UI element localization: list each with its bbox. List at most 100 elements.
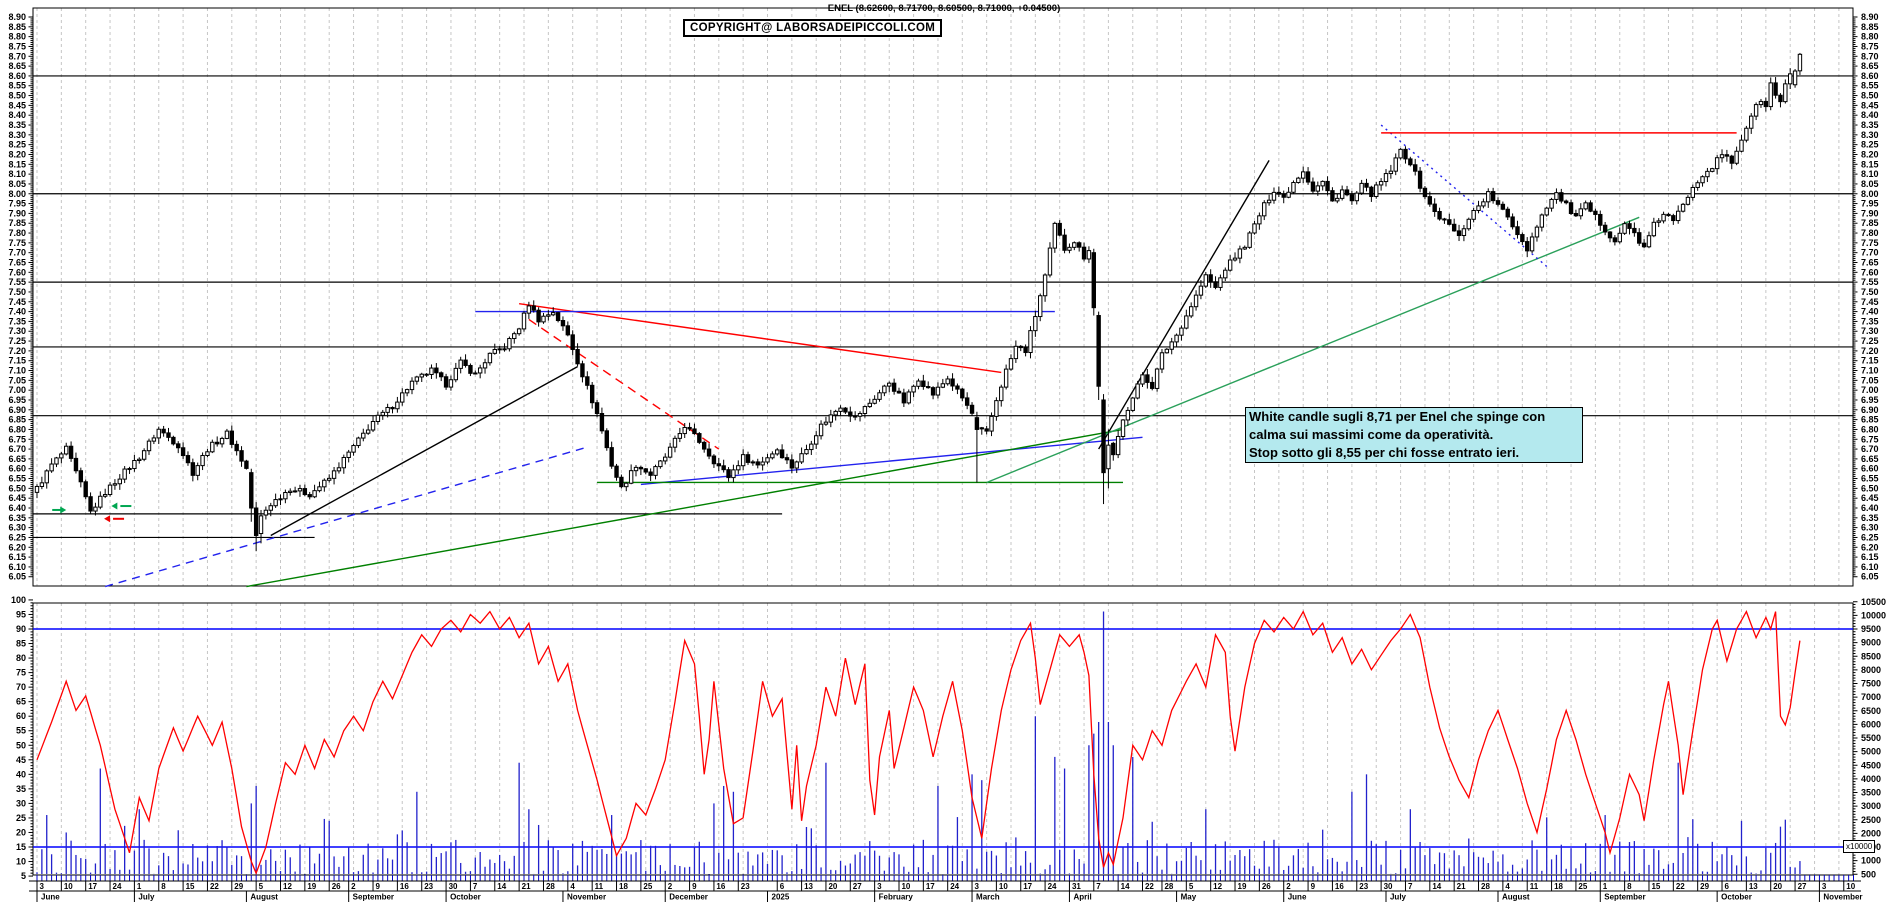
svg-text:7.70: 7.70 — [1861, 248, 1879, 258]
svg-text:8.85: 8.85 — [1861, 22, 1879, 32]
svg-text:28: 28 — [546, 882, 555, 891]
svg-text:6.70: 6.70 — [1861, 444, 1879, 454]
annotation-line-2: calma sui massimi come da operatività. — [1249, 427, 1494, 442]
svg-text:8.90: 8.90 — [1861, 12, 1879, 22]
svg-text:8: 8 — [1627, 882, 1632, 891]
svg-text:8.20: 8.20 — [8, 149, 26, 159]
svg-text:8.75: 8.75 — [1861, 41, 1879, 51]
svg-text:6.90: 6.90 — [8, 405, 26, 415]
svg-text:2: 2 — [668, 882, 673, 891]
svg-text:10: 10 — [1846, 882, 1855, 891]
svg-text:8.70: 8.70 — [1861, 51, 1879, 61]
svg-text:7.05: 7.05 — [8, 375, 26, 385]
svg-text:26: 26 — [332, 882, 341, 891]
svg-text:24: 24 — [950, 882, 959, 891]
svg-text:8.60: 8.60 — [8, 71, 26, 81]
svg-text:9: 9 — [1311, 882, 1316, 891]
svg-text:15: 15 — [16, 842, 26, 852]
trendline-blue-dotted-descending — [1380, 124, 1548, 267]
svg-text:60: 60 — [16, 711, 26, 721]
svg-text:June: June — [1288, 893, 1307, 902]
svg-text:7.65: 7.65 — [8, 258, 26, 268]
svg-text:August: August — [1502, 893, 1530, 902]
svg-text:8.90: 8.90 — [8, 12, 26, 22]
svg-text:30: 30 — [449, 882, 458, 891]
oscillator-line — [36, 610, 1801, 875]
svg-text:9: 9 — [692, 882, 697, 891]
svg-text:6.05: 6.05 — [1861, 572, 1879, 582]
svg-text:6500: 6500 — [1861, 706, 1881, 716]
trendline-blue-dashed-rising — [104, 446, 588, 588]
svg-text:3: 3 — [975, 882, 980, 891]
svg-text:6.40: 6.40 — [1861, 503, 1879, 513]
svg-text:90: 90 — [16, 624, 26, 634]
svg-text:7.35: 7.35 — [1861, 316, 1879, 326]
svg-text:6.70: 6.70 — [8, 444, 26, 454]
svg-text:7.45: 7.45 — [1861, 297, 1879, 307]
svg-text:7.00: 7.00 — [1861, 385, 1879, 395]
svg-text:4: 4 — [1505, 882, 1510, 891]
svg-text:7.40: 7.40 — [1861, 307, 1879, 317]
svg-text:7.10: 7.10 — [1861, 366, 1879, 376]
svg-text:17: 17 — [1023, 882, 1032, 891]
svg-text:8.00: 8.00 — [8, 189, 26, 199]
svg-text:6.90: 6.90 — [1861, 405, 1879, 415]
svg-text:6.85: 6.85 — [8, 415, 26, 425]
trendline-black-rising-apr25-may25 — [1098, 160, 1270, 450]
svg-text:7.20: 7.20 — [8, 346, 26, 356]
svg-text:6.65: 6.65 — [1861, 454, 1879, 464]
svg-text:7.10: 7.10 — [8, 366, 26, 376]
svg-text:20: 20 — [16, 827, 26, 837]
svg-text:28: 28 — [1481, 882, 1490, 891]
svg-text:70: 70 — [16, 682, 26, 692]
svg-text:6.25: 6.25 — [1861, 532, 1879, 542]
svg-text:8.70: 8.70 — [8, 51, 26, 61]
svg-text:8.30: 8.30 — [8, 130, 26, 140]
trendline-black-rising-aug24-oct24 — [270, 365, 578, 537]
svg-text:1: 1 — [1603, 882, 1608, 891]
svg-text:22: 22 — [210, 882, 219, 891]
svg-text:7: 7 — [473, 882, 478, 891]
svg-text:7.65: 7.65 — [1861, 258, 1879, 268]
svg-text:7.90: 7.90 — [1861, 208, 1879, 218]
svg-text:20: 20 — [1773, 882, 1782, 891]
svg-text:September: September — [1604, 893, 1645, 902]
svg-text:15: 15 — [1651, 882, 1660, 891]
svg-text:17: 17 — [88, 882, 97, 891]
volume-bars — [36, 611, 1801, 875]
svg-text:3000: 3000 — [1861, 801, 1881, 811]
svg-text:6.80: 6.80 — [8, 424, 26, 434]
svg-text:8.65: 8.65 — [8, 61, 26, 71]
trendline-red-dashed-descending — [528, 318, 720, 450]
svg-text:6.25: 6.25 — [8, 532, 26, 542]
svg-text:11: 11 — [1530, 882, 1539, 891]
svg-text:21: 21 — [522, 882, 531, 891]
svg-text:16: 16 — [1335, 882, 1344, 891]
svg-text:6: 6 — [780, 882, 785, 891]
price-axis: 6.05 6.056.10 6.106.15 6.156.20 6.206.25 6.25… — [8, 12, 1878, 582]
svg-text:8.80: 8.80 — [8, 32, 26, 42]
svg-text:7.40: 7.40 — [8, 307, 26, 317]
svg-text:10: 10 — [64, 882, 73, 891]
svg-text:6.20: 6.20 — [8, 542, 26, 552]
svg-text:6.95: 6.95 — [8, 395, 26, 405]
svg-text:7.30: 7.30 — [8, 326, 26, 336]
svg-text:October: October — [1721, 893, 1752, 902]
svg-text:50: 50 — [16, 740, 26, 750]
svg-text:6.30: 6.30 — [8, 523, 26, 533]
svg-text:23: 23 — [424, 882, 433, 891]
svg-text:8.20: 8.20 — [1861, 149, 1879, 159]
svg-text:13: 13 — [804, 882, 813, 891]
svg-text:100: 100 — [11, 595, 26, 605]
svg-text:10: 10 — [901, 882, 910, 891]
svg-text:24: 24 — [1048, 882, 1057, 891]
svg-text:8.60: 8.60 — [1861, 71, 1879, 81]
svg-text:6.80: 6.80 — [1861, 424, 1879, 434]
svg-text:November: November — [1823, 893, 1862, 902]
svg-text:March: March — [976, 893, 1000, 902]
svg-text:8.40: 8.40 — [1861, 110, 1879, 120]
svg-text:24: 24 — [113, 882, 122, 891]
svg-text:8.05: 8.05 — [1861, 179, 1879, 189]
svg-text:7.75: 7.75 — [8, 238, 26, 248]
